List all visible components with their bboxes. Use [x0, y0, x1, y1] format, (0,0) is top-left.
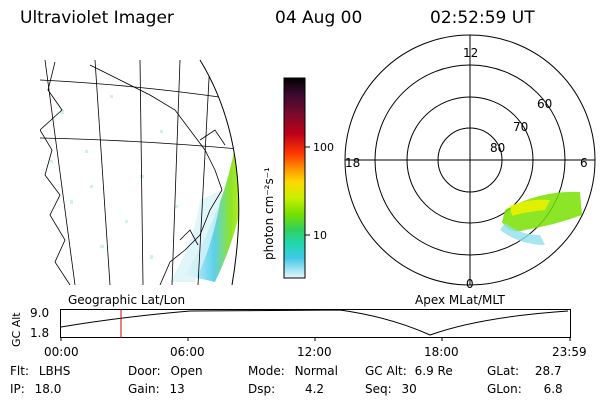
status-gc-alt: GC Alt: 6.9 Re	[365, 364, 453, 378]
status-ip: IP: 18.0	[10, 382, 61, 396]
status-dsp: Dsp: 4.2	[248, 382, 324, 396]
colorbar-tick-10: 10	[313, 229, 327, 242]
mlt-label-12: 12	[463, 46, 479, 60]
image-date: 04 Aug 00	[275, 8, 363, 28]
polar-aurora	[502, 191, 582, 232]
status-filter-label: Flt:	[10, 364, 29, 378]
status-filter-value: LBHS	[38, 364, 71, 378]
left-panel-label: Geographic Lat/Lon	[68, 293, 186, 307]
right-panel-label: Apex MLat/MLT	[415, 293, 505, 307]
polar-plot	[344, 34, 596, 286]
status-gain: Gain: 13	[128, 382, 185, 396]
time-tick-0600: 06:00	[170, 345, 205, 359]
status-ip-value: 18.0	[34, 382, 62, 396]
status-glat: GLat: 28.7	[487, 364, 562, 378]
altitude-plot	[60, 309, 571, 341]
status-gc-alt-label: GC Alt:	[365, 364, 407, 378]
time-tick-2359: 23:59	[552, 345, 587, 359]
status-seq-value: 30	[401, 382, 417, 396]
status-glat-value: 28.7	[534, 364, 562, 378]
status-mode: Mode: Normal	[248, 364, 338, 378]
status-seq-label: Seq:	[365, 382, 392, 396]
lat-lon-grid	[40, 60, 239, 285]
mlat-label-70: 70	[513, 120, 529, 134]
status-door-value: Open	[170, 364, 203, 378]
status-ip-label: IP:	[10, 382, 25, 396]
image-time: 02:52:59 UT	[430, 8, 535, 28]
time-tick-0000: 00:00	[44, 345, 79, 359]
status-filter: Flt: LBHS	[10, 364, 70, 378]
status-door: Door: Open	[128, 364, 203, 378]
status-gain-value: 13	[169, 382, 185, 396]
status-gain-label: Gain:	[128, 382, 160, 396]
status-gc-alt-value: 6.9 Re	[414, 364, 453, 378]
altitude-axis-title: GC Alt	[10, 312, 23, 347]
altitude-tick-9: 9.0	[30, 306, 50, 320]
mlat-label-60: 60	[537, 97, 553, 111]
aurora-band	[185, 120, 239, 282]
mlat-label-80: 80	[490, 141, 506, 155]
coastline	[40, 61, 226, 285]
status-mode-value: Normal	[294, 364, 338, 378]
status-door-label: Door:	[128, 364, 161, 378]
status-mode-label: Mode:	[248, 364, 285, 378]
status-glat-label: GLat:	[487, 364, 520, 378]
altitude-curve	[60, 309, 569, 336]
status-seq: Seq: 30	[365, 382, 417, 396]
earth-limb	[199, 59, 240, 286]
colorbar	[283, 77, 310, 279]
time-tick-1200: 12:00	[297, 345, 332, 359]
status-dsp-label: Dsp:	[248, 382, 276, 396]
mlt-label-18: 18	[345, 156, 361, 170]
time-tick-1800: 18:00	[424, 345, 459, 359]
colorbar-tick-100: 100	[313, 141, 334, 154]
status-glon-label: GLon:	[487, 382, 522, 396]
status-glon: GLon: 6.8	[487, 382, 563, 396]
noise-speckle	[50, 95, 178, 259]
mlt-label-6: 6	[580, 156, 588, 170]
altitude-tick-1-8: 1.8	[30, 326, 50, 340]
mlt-label-0: 0	[466, 277, 474, 291]
instrument-title: Ultraviolet Imager	[20, 8, 174, 28]
status-glon-value: 6.8	[543, 382, 563, 396]
colorbar-unit-label: photon cm⁻²s⁻¹	[262, 167, 276, 260]
status-dsp-value: 4.2	[304, 382, 325, 396]
